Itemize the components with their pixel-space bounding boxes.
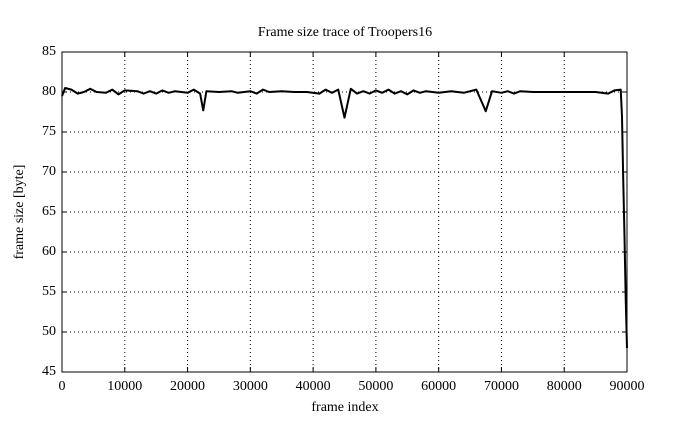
y-tick-label: 60 [42,244,56,259]
x-tick-label: 90000 [610,379,645,394]
plot-frame [61,51,628,373]
y-tick-label: 70 [42,164,56,179]
y-tick-label: 65 [42,204,56,219]
data-line [61,87,628,349]
x-tick-label: 60000 [421,379,456,394]
x-tick-label: 70000 [484,379,519,394]
y-tick-label: 50 [42,324,56,339]
x-axis-label: frame index [311,400,378,415]
x-tick-label: 20000 [170,379,205,394]
y-tick-label: 55 [42,284,56,299]
y-tick-label: 80 [42,84,56,99]
x-tick-label: 80000 [547,379,582,394]
x-tick-label: 0 [59,379,66,394]
x-tick-label: 30000 [233,379,268,394]
y-tick-label: 75 [42,124,56,139]
chart-title: Frame size trace of Troopers16 [258,25,432,40]
x-tick-label: 10000 [107,379,142,394]
x-tick-label: 40000 [296,379,331,394]
x-tick-label: 50000 [358,379,393,394]
y-tick-label: 85 [42,44,56,59]
y-axis-label: frame size [byte] [12,165,27,260]
y-tick-label: 45 [42,364,56,379]
